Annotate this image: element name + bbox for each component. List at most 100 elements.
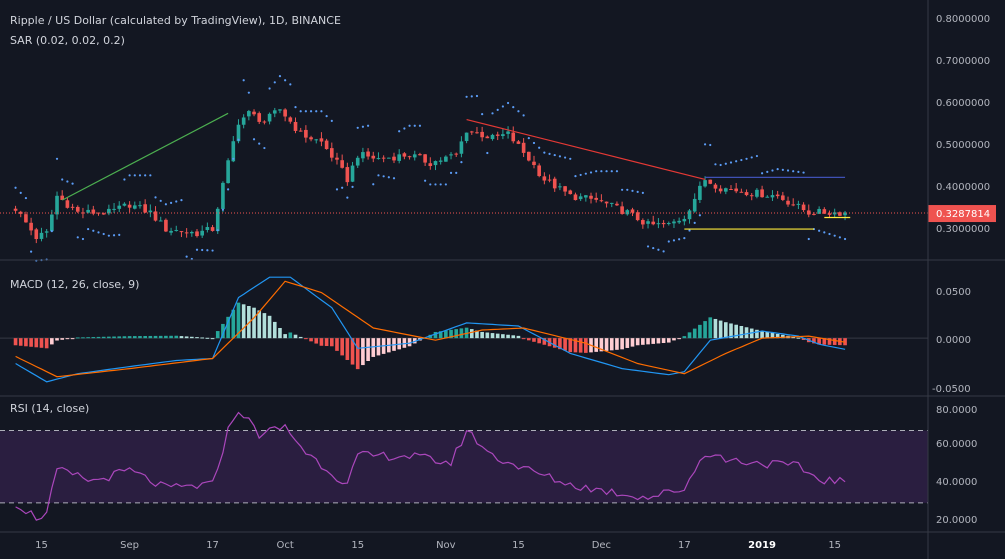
sar-dot bbox=[112, 234, 116, 237]
macd-histogram-bar bbox=[475, 330, 479, 339]
candle-body bbox=[770, 195, 775, 198]
sar-dot bbox=[688, 229, 691, 232]
sar-dot bbox=[683, 237, 686, 240]
sar-dot bbox=[600, 170, 603, 173]
sar-dot bbox=[735, 160, 738, 163]
sar-dot bbox=[50, 230, 53, 233]
macd-histogram-bar bbox=[70, 338, 75, 340]
macd-histogram-bar bbox=[252, 307, 256, 339]
rsi-tick-label: 40.0000 bbox=[936, 477, 977, 488]
candle-body bbox=[335, 157, 339, 160]
candle-body bbox=[138, 205, 142, 207]
sar-dot bbox=[284, 79, 287, 82]
macd-histogram-bar bbox=[641, 338, 645, 345]
sar-dot bbox=[81, 237, 85, 241]
candle-body bbox=[506, 131, 510, 134]
macd-histogram-bar bbox=[526, 338, 531, 341]
macd-tick-label: -0.0500 bbox=[932, 384, 971, 395]
sar-dot bbox=[584, 172, 587, 175]
macd-histogram-bar bbox=[666, 338, 671, 343]
candle-body bbox=[65, 200, 70, 208]
macd-histogram-bar bbox=[770, 332, 775, 339]
macd-histogram-bar bbox=[112, 336, 116, 339]
x-tick-label: Nov bbox=[436, 540, 456, 551]
candle-body bbox=[573, 194, 578, 201]
rsi-line bbox=[15, 411, 846, 521]
macd-histogram-bar bbox=[609, 338, 614, 351]
candle-body bbox=[70, 206, 75, 208]
candle-body bbox=[350, 165, 355, 182]
macd-histogram-bar bbox=[117, 336, 122, 339]
sar-dot bbox=[366, 124, 370, 127]
last-price-badge bbox=[928, 205, 996, 223]
macd-histogram-bar bbox=[692, 328, 697, 339]
sar-dot bbox=[641, 191, 644, 194]
candle-body bbox=[226, 160, 230, 184]
macd-histogram-bar bbox=[713, 318, 718, 339]
macd-histogram-bar bbox=[184, 336, 189, 339]
x-tick-label: Oct bbox=[276, 540, 293, 551]
candle-body bbox=[755, 189, 759, 197]
x-tick-label: 15 bbox=[512, 540, 525, 551]
sar-dot bbox=[278, 75, 282, 78]
price-y-axis: 0.8000000 0.7000000 0.6000000 0.5000000 … bbox=[936, 14, 990, 235]
sar-dot bbox=[792, 170, 795, 173]
candle-body bbox=[355, 157, 360, 166]
macd-histogram-bar bbox=[501, 334, 505, 339]
macd-histogram-bar bbox=[75, 337, 80, 339]
sar-dot bbox=[392, 177, 396, 180]
macd-histogram-bar bbox=[335, 338, 339, 351]
macd-histogram-bar bbox=[485, 332, 490, 339]
macd-histogram-bar bbox=[298, 336, 303, 339]
price-panel[interactable]: Ripple / US Dollar (calculated by Tradin… bbox=[0, 14, 996, 262]
macd-histogram-bar bbox=[329, 338, 334, 347]
candle-body bbox=[646, 221, 650, 224]
candle-body bbox=[459, 141, 464, 154]
macd-histogram-bar bbox=[620, 338, 624, 350]
candle-body bbox=[812, 213, 816, 215]
candle-body bbox=[81, 212, 85, 214]
sar-dot bbox=[475, 94, 479, 98]
macd-histogram-bar bbox=[340, 338, 344, 356]
sar-dot bbox=[227, 188, 230, 191]
macd-histogram-bar bbox=[101, 336, 106, 339]
sar-dot bbox=[522, 114, 525, 117]
macd-histogram-bar bbox=[677, 338, 681, 340]
candle-body bbox=[516, 141, 521, 144]
macd-histogram-bar bbox=[60, 338, 65, 340]
macd-histogram-bar bbox=[568, 338, 573, 353]
sar-dot bbox=[481, 113, 484, 116]
macd-histogram-bar bbox=[454, 329, 459, 339]
sar-dot bbox=[678, 238, 681, 241]
sar-dot bbox=[201, 248, 204, 252]
macd-histogram-bar bbox=[314, 338, 319, 344]
sar-dot bbox=[755, 154, 759, 158]
candle-body bbox=[475, 132, 479, 134]
sar-dot bbox=[532, 141, 536, 145]
macd-histogram-bar bbox=[107, 336, 111, 339]
macd-histogram-bar bbox=[832, 338, 837, 345]
candle-body bbox=[75, 206, 80, 212]
macd-histogram-bar bbox=[532, 338, 536, 342]
candle-body bbox=[164, 219, 168, 232]
candle-body bbox=[599, 200, 604, 202]
sar-dot bbox=[823, 231, 826, 234]
macd-panel[interactable]: MACD (12, 26, close, 9) 0.0500 0.0000 -0… bbox=[0, 276, 971, 395]
candle-body bbox=[791, 204, 796, 206]
price-tick-label: 0.3000000 bbox=[936, 224, 990, 235]
macd-histogram-bar bbox=[438, 331, 443, 339]
macd-histogram-bar bbox=[791, 336, 796, 339]
macd-histogram-bar bbox=[511, 335, 516, 339]
macd-histogram-bar bbox=[148, 335, 153, 339]
sar-dot bbox=[569, 157, 572, 160]
price-tick-label: 0.8000000 bbox=[936, 14, 990, 25]
candle-body bbox=[542, 176, 547, 181]
macd-histogram-bar bbox=[516, 335, 521, 339]
macd-y-axis: 0.0500 0.0000 -0.0500 bbox=[932, 287, 971, 395]
macd-histogram-bar bbox=[822, 338, 827, 345]
rsi-panel[interactable]: RSI (14, close) 80.0000 60.0000 40.0000 … bbox=[0, 402, 977, 526]
macd-histogram-bar bbox=[345, 338, 350, 360]
sar-dot bbox=[512, 106, 515, 109]
